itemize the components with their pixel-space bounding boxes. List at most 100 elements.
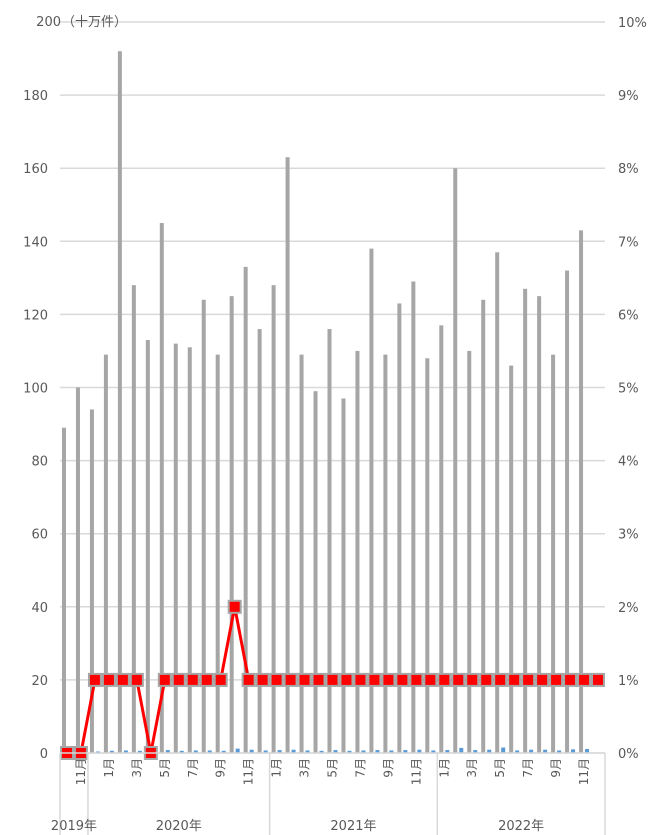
line-marker [325,672,340,687]
bar [467,350,472,753]
bar [89,409,94,753]
small-bar [529,749,534,753]
bar [355,350,360,753]
line-marker [591,672,606,687]
line-marker [339,672,354,687]
left-tick-label: 80 [31,455,48,470]
left-tick-label: 160 [23,162,48,177]
bar [369,248,374,754]
bar [537,296,542,753]
bar [327,329,332,753]
line-marker [199,672,214,687]
x-tick-label: 11月 [242,758,256,785]
x-tick-label: 7月 [353,758,367,778]
right-tick-label: 3% [618,528,639,543]
right-tick-label: 1% [618,674,639,689]
small-bar [459,747,464,753]
small-bar [137,750,142,753]
year-label: 2020年 [156,819,202,834]
small-bar [249,749,254,753]
x-tick-label: 5月 [493,758,507,778]
x-tick-label: 9月 [549,758,563,778]
bar [565,270,570,753]
bar [453,168,458,753]
bar [173,343,178,753]
line-marker [507,672,522,687]
small-bar [361,750,366,753]
small-bar [389,750,394,753]
small-bar-series [67,747,590,753]
small-bar [333,750,338,753]
right-tick-label: 5% [618,382,639,397]
right-tick-label: 10% [618,16,647,31]
small-bar [473,750,478,753]
bar [201,299,206,753]
small-bar [571,749,576,753]
bar [579,230,584,753]
bar [75,387,80,753]
left-tick-label: 180 [23,89,48,104]
small-bar [375,750,380,753]
bar [285,157,290,754]
x-tick-label: 9月 [381,758,395,778]
line-marker [395,672,410,687]
small-bar [431,750,436,753]
bar [397,303,402,753]
left-axis-unit-label: （十万件） [62,15,127,30]
bar [103,354,108,753]
left-tick-label: 20 [31,674,48,689]
small-bar [263,750,268,753]
left-tick-label: 40 [31,601,48,616]
line-marker [437,672,452,687]
left-tick-label: 60 [31,528,48,543]
right-tick-label: 2% [618,601,639,616]
line-marker [213,672,228,687]
year-label: 2021年 [330,819,376,834]
left-tick-label: 100 [23,382,48,397]
small-bar [109,750,114,753]
left-tick-label: 200 [36,15,61,30]
small-bar [221,750,226,753]
bar [523,288,528,753]
bar [159,223,164,753]
x-tick-label: 3月 [130,758,144,778]
small-bar [347,750,352,753]
x-tick-label: 3月 [465,758,479,778]
right-tick-label: 8% [618,162,639,177]
x-tick-label: 7月 [186,758,200,778]
bar [187,347,192,753]
line-marker [171,672,186,687]
left-tick-label: 140 [23,235,48,250]
bar [509,365,514,753]
x-tick-label: 5月 [326,758,340,778]
line-marker [101,672,116,687]
line-marker [87,672,102,687]
small-bar [543,749,548,753]
right-tick-label: 6% [618,308,639,323]
bar [243,266,248,753]
line-marker [367,672,382,687]
right-axis: 0% 1% 2% 3% 4% 5% 6% 7% 8% 9% 10% [618,16,647,762]
line-marker [465,672,480,687]
small-bar [193,750,198,753]
line-marker [577,672,592,687]
bar [299,354,304,753]
line-marker [493,672,508,687]
small-bar [417,749,422,753]
bar [411,281,416,753]
bar [257,329,262,753]
right-tick-label: 4% [618,455,639,470]
small-bar [165,750,170,753]
year-label: 2022年 [498,819,544,834]
bar [145,339,150,753]
line-marker [241,672,256,687]
small-bar [277,750,282,753]
line-marker [157,672,172,687]
x-tick-label: 7月 [521,758,535,778]
line-marker [479,672,494,687]
bar [215,354,220,753]
line-marker [185,672,200,687]
small-bar [403,750,408,753]
line-marker [283,672,298,687]
